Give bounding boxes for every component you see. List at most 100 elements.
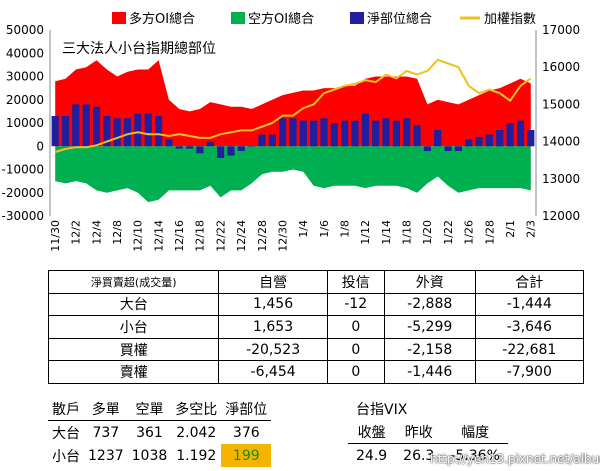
chart-title: 三大法人小台指期總部位 <box>62 40 216 57</box>
right-axis-tick-label: 17000 <box>542 23 580 37</box>
net-position-bar <box>217 146 225 158</box>
vix-header-cell: 幅度 <box>442 420 508 444</box>
table-cell: 24.9 <box>356 447 388 464</box>
retail-header-cell: 散戶 <box>48 397 84 421</box>
x-axis-tick-label: 1/22 <box>442 220 455 245</box>
net-position-bar <box>92 106 101 147</box>
left-axis-tick-label: 10000 <box>6 116 44 130</box>
retail-header-cell: 淨部位 <box>221 397 272 421</box>
table-cell: -6,454 <box>218 360 328 384</box>
net-position-bar <box>206 141 214 147</box>
long-oi-area <box>55 60 531 147</box>
retail-header-cell: 空單 <box>127 397 172 421</box>
legend-swatch-long <box>112 12 126 24</box>
net-position-bar <box>248 146 256 147</box>
x-axis-tick-label: 12/22 <box>214 220 227 252</box>
net-position-bar <box>413 125 421 147</box>
table-row: 賣權 -6,454 0 -1,446 -7,900 <box>47 360 585 384</box>
x-axis-tick-label: 12/14 <box>152 220 165 252</box>
table-cell: 376 <box>232 424 260 441</box>
table-cell: -20,523 <box>218 337 328 362</box>
table-cell: 1.192 <box>176 447 217 464</box>
x-axis-tick-label: 12/30 <box>277 220 290 252</box>
x-axis-tick-label: 12/18 <box>194 220 207 252</box>
vix-title: 台指VIX <box>356 401 408 418</box>
net-position-bar <box>372 120 380 147</box>
x-axis-tick-label: 12/2 <box>70 220 83 245</box>
vix-table: 台指VIX 收盤 昨收 幅度 24.9 26.3 -5.36% <box>348 397 508 467</box>
vix-header-row: 收盤 昨收 幅度 <box>348 420 508 444</box>
table-cell: 0 <box>326 360 385 384</box>
x-axis-tick-label: 2/3 <box>525 220 538 238</box>
net-buy-header-cell: 淨買賣超(成交量) <box>47 270 220 294</box>
retail-header-cell: 多空比 <box>171 397 222 421</box>
net-position-bar <box>475 136 483 147</box>
table-cell: -12 <box>326 292 385 317</box>
legend-label-net: 淨部位總合 <box>367 11 432 27</box>
net-position-bar <box>237 146 245 151</box>
x-axis-tick-label: 1/12 <box>359 220 372 245</box>
right-axis-tick-label: 13000 <box>542 172 580 186</box>
x-axis-tick-label: 2/1 <box>504 220 517 238</box>
net-position-bar <box>175 146 183 149</box>
table-cell: 買權 <box>47 337 220 362</box>
table-row: 小台 1237 1038 1.192 199 <box>48 444 272 467</box>
left-axis-tick-label: -10000 <box>1 163 44 177</box>
table-cell: -5,299 <box>383 315 476 339</box>
net-position-bar <box>144 113 152 147</box>
legend-label-index: 加權指數 <box>484 12 536 27</box>
net-position-bar <box>392 120 400 147</box>
x-axis-tick-label: 12/4 <box>90 220 103 245</box>
table-cell: 361 <box>136 424 163 441</box>
table-cell: 賣權 <box>47 360 220 384</box>
left-axis-tick-label: 30000 <box>6 70 44 84</box>
table-row: 小台 1,653 0 -5,299 -3,646 <box>47 315 585 339</box>
table-cell: 2.042 <box>176 424 217 441</box>
x-axis-tick-label: 1/8 <box>339 220 352 238</box>
net-position-bar <box>196 146 204 154</box>
net-position-bar <box>134 113 142 147</box>
retail-header-row: 散戶 多單 空單 多空比 淨部位 <box>48 397 272 421</box>
index-line <box>54 58 532 153</box>
net-position-bar <box>341 120 349 147</box>
x-axis-tick-label: 11/30 <box>49 220 62 252</box>
net-position-bar <box>227 146 235 156</box>
right-axis-tick-label: 12000 <box>542 209 580 223</box>
table-cell: -3,646 <box>474 315 585 339</box>
net-position-bar <box>382 118 390 147</box>
net-position-bar <box>403 118 411 147</box>
net-position-bar <box>299 120 307 147</box>
plot-area: 50000 40000 30000 20000 10000 0 -10000 -20000 -3… <box>1 23 580 252</box>
vix-header-cell: 收盤 <box>348 420 396 444</box>
net-position-bar <box>258 134 266 147</box>
net-position-bar <box>485 134 493 147</box>
x-axis-tick-label: 1/6 <box>318 220 331 238</box>
x-axis-tick-label: 12/10 <box>132 220 145 252</box>
legend-swatch-net <box>350 12 364 24</box>
net-buy-header-row: 淨買賣超(成交量) 自營 投信 外資 合計 <box>47 270 585 294</box>
table-cell: -1,446 <box>383 360 476 384</box>
left-axis-tick-label: 20000 <box>6 93 44 107</box>
vix-header-cell: 昨收 <box>395 420 443 444</box>
x-axis-tick-label: 12/16 <box>173 220 186 252</box>
net-position-bar <box>351 120 359 147</box>
net-position-bar <box>123 118 132 147</box>
net-position-bar <box>165 139 173 147</box>
chart: 多方OI總合 空方OI總合 淨部位總合 加權指數 50000 40000 30000… <box>1 11 581 252</box>
net-position-bar <box>72 104 80 147</box>
net-position-highlight: 199 <box>221 444 272 467</box>
x-axis-tick-label: 12/8 <box>111 220 124 245</box>
x-axis-tick-label: 1/18 <box>401 220 414 245</box>
table-cell: 737 <box>92 424 120 441</box>
net-position-bar <box>444 146 452 151</box>
watermark: http://yen13.pixnet.net/album <box>430 452 600 466</box>
net-buy-header-cell: 合計 <box>474 270 585 294</box>
net-buy-header-cell: 投信 <box>326 270 385 294</box>
table-cell: 小台 <box>52 448 80 465</box>
net-position-bar <box>516 120 525 147</box>
net-buy-header-cell: 外資 <box>383 270 476 294</box>
net-position-bar <box>496 130 504 147</box>
net-position-bar <box>527 130 535 147</box>
table-row: 買權 -20,523 0 -2,158 -22,681 <box>47 337 585 362</box>
net-position-bar <box>82 104 90 147</box>
